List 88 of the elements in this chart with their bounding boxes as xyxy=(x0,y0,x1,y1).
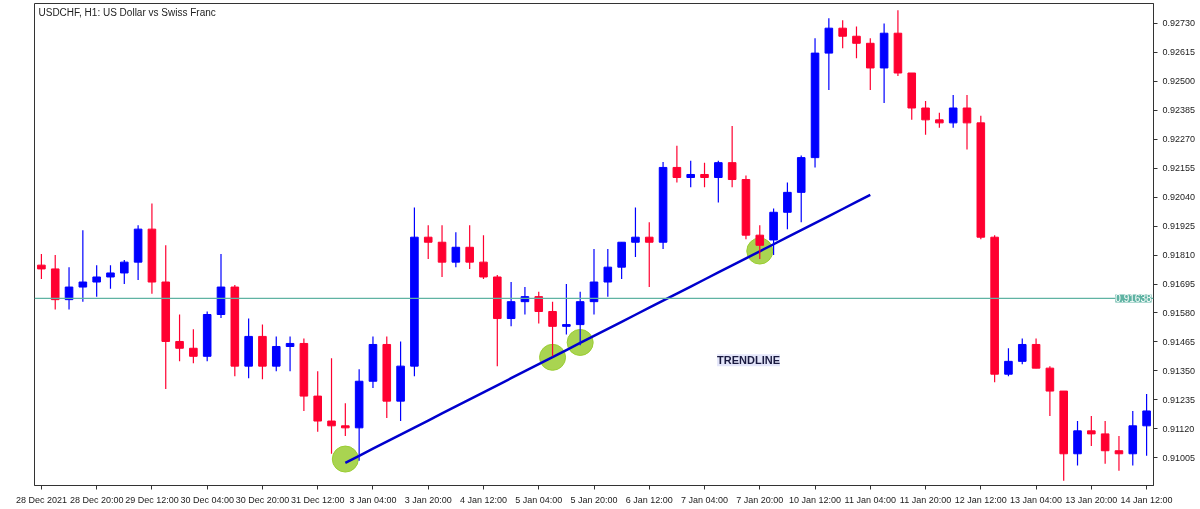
candlestick xyxy=(120,259,129,285)
y-tick-label: 0.92040 xyxy=(1162,192,1196,203)
candlestick xyxy=(1017,337,1027,365)
y-tick-label: 0.91580 xyxy=(1162,308,1196,318)
x-tick-label: 7 Jan 04:00 xyxy=(681,494,729,505)
y-tick-label: 0.91350 xyxy=(1162,365,1196,376)
point xyxy=(331,445,359,473)
y-tick-label: 0.92615 xyxy=(1162,47,1196,58)
candlestick xyxy=(921,100,930,136)
x-tick-label: 14 Jan 12:00 xyxy=(1120,494,1173,505)
x-tick-label: 5 Jan 20:00 xyxy=(570,494,618,505)
candlestick xyxy=(37,253,46,280)
ref-line-label: 0.91638 xyxy=(1115,293,1152,305)
annotation: TRENDLINE xyxy=(717,354,781,367)
candlestick xyxy=(631,206,640,258)
candlestick xyxy=(727,125,737,188)
candlestick xyxy=(575,291,585,346)
candlestick xyxy=(341,402,350,437)
candlestick xyxy=(534,291,544,325)
candlestick xyxy=(1004,347,1013,377)
candlestick xyxy=(106,264,115,290)
candlestick xyxy=(78,229,88,303)
x-tick-label: 30 Dec 20:00 xyxy=(235,494,290,505)
y-tick-label: 0.92500 xyxy=(1162,76,1196,87)
candlestick xyxy=(644,221,654,288)
candlestick xyxy=(506,281,516,327)
x-tick-label: 11 Jan 04:00 xyxy=(844,494,896,505)
candlestick xyxy=(1073,420,1082,467)
candlestick xyxy=(327,357,336,455)
candlestick xyxy=(562,283,571,335)
x-tick-label: 10 Jan 12:00 xyxy=(789,494,842,505)
x-tick-label: 3 Jan 20:00 xyxy=(404,494,452,505)
x-tick-label: 3 Jan 04:00 xyxy=(349,494,397,505)
candlestick xyxy=(1114,435,1124,472)
candlestick xyxy=(465,224,474,270)
candlestick xyxy=(589,248,599,316)
x-tick-label: 5 Jan 04:00 xyxy=(515,494,563,505)
candlestick xyxy=(755,224,765,260)
y-tick-label: 0.91925 xyxy=(1162,221,1196,232)
x-tick-label: 6 Jan 12:00 xyxy=(625,494,673,505)
candlestick xyxy=(92,264,101,298)
candlestick xyxy=(838,19,847,49)
x-tick-label: 30 Dec 04:00 xyxy=(180,494,234,505)
candlestick xyxy=(64,266,74,311)
x-tick-label: 7 Jan 20:00 xyxy=(736,494,784,505)
x-tick-label: 13 Jan 20:00 xyxy=(1065,494,1118,505)
y-tick-label: 0.92155 xyxy=(1162,163,1196,174)
x-tick-label: 29 Dec 12:00 xyxy=(125,494,179,505)
candlestick xyxy=(1031,337,1041,369)
candlestick xyxy=(948,94,958,129)
candlestick xyxy=(451,231,461,268)
y-tick-label: 0.91005 xyxy=(1162,452,1196,463)
x-tick-label: 28 Dec 2021 xyxy=(15,494,67,505)
y-tick-label: 0.92385 xyxy=(1162,105,1196,116)
candlestick xyxy=(423,224,433,260)
candlestick xyxy=(271,335,281,372)
candlestick xyxy=(437,224,447,278)
x-tick-label: 11 Jan 20:00 xyxy=(899,494,952,505)
x-tick-label: 31 Dec 12:00 xyxy=(290,494,345,505)
candlestick xyxy=(686,160,695,188)
candlestick xyxy=(285,335,295,372)
candlestick xyxy=(1100,420,1110,465)
candlestick xyxy=(479,234,488,280)
y-tick-label: 0.91810 xyxy=(1162,250,1196,261)
candlestick xyxy=(548,301,557,357)
candlestick xyxy=(1142,393,1151,457)
y-tick-label: 0.91120 xyxy=(1162,423,1195,434)
y-tick-label: 0.92730 xyxy=(1162,18,1196,29)
candlestick xyxy=(783,181,792,230)
x-tick-label: 13 Jan 04:00 xyxy=(1010,494,1063,505)
chart-title: USDCHF, H1: US Dollar vs Swiss Franc xyxy=(38,6,216,18)
candlestick xyxy=(603,248,613,298)
y-tick-label: 0.91235 xyxy=(1162,394,1196,405)
candlestick xyxy=(852,25,861,59)
candlestick xyxy=(672,145,682,184)
candlestick xyxy=(1045,365,1055,417)
y-tick-label: 0.92270 xyxy=(1162,134,1196,145)
x-tick-label: 12 Jan 12:00 xyxy=(954,494,1007,505)
candlestick xyxy=(189,328,198,364)
x-tick-label: 4 Jan 12:00 xyxy=(459,494,508,505)
candlestick xyxy=(1087,415,1096,447)
candlestick xyxy=(962,94,972,151)
candlestick xyxy=(714,160,723,204)
x-tick-label: 28 Dec 20:00 xyxy=(69,494,124,505)
y-tick-label: 0.91465 xyxy=(1162,336,1196,347)
candlestick xyxy=(700,162,709,188)
candlestick xyxy=(175,313,184,362)
y-tick-label: 0.91695 xyxy=(1162,279,1196,290)
